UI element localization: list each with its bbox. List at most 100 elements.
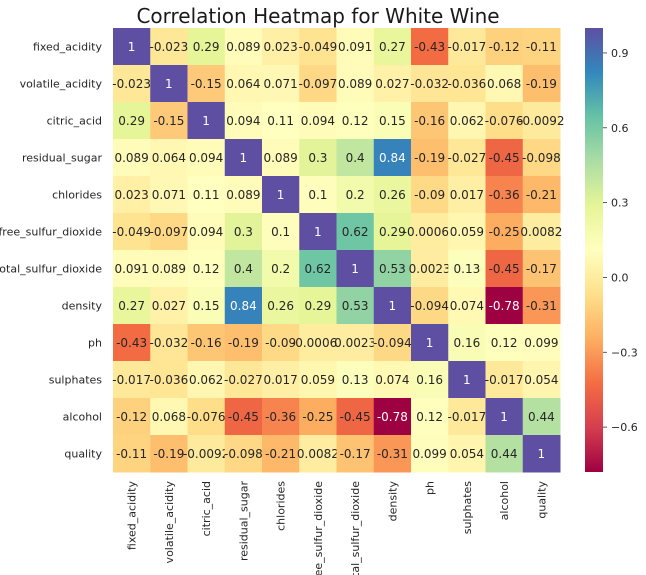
cell-value-label: 0.0023 xyxy=(409,262,451,276)
heatmap-cell xyxy=(299,435,337,473)
heatmap-cell xyxy=(522,324,561,362)
heatmap-cell xyxy=(262,398,300,436)
cell-value-label: 0.12 xyxy=(491,336,518,350)
column-label: density xyxy=(386,481,399,522)
cell-value-label: 0.089 xyxy=(152,262,186,276)
cell-value-label: 0.13 xyxy=(342,373,369,387)
cell-value-label: -0.16 xyxy=(414,114,445,128)
cell-value-label: 0.071 xyxy=(152,188,186,202)
cell-value-label: 1 xyxy=(463,373,471,387)
colorbar-tick-label: 0.6 xyxy=(611,122,629,135)
cell-value-label: 0.27 xyxy=(379,40,406,54)
cell-value-label: 0.089 xyxy=(226,40,260,54)
cell-value-label: -0.45 xyxy=(340,410,371,424)
cell-value-label: 0.023 xyxy=(263,40,297,54)
cell-value-label: 1 xyxy=(165,77,173,91)
cell-value-label: -0.19 xyxy=(153,447,184,461)
cell-value-label: 0.84 xyxy=(230,299,257,313)
heatmap-cell xyxy=(522,435,561,473)
heatmap-cell xyxy=(299,65,337,103)
heatmap-cell xyxy=(224,102,263,140)
cell-value-label: -0.17 xyxy=(340,447,371,461)
cell-value-label: -0.032 xyxy=(410,77,449,91)
heatmap-cell xyxy=(448,65,486,103)
heatmap-cell xyxy=(150,176,188,214)
cell-value-label: 0.13 xyxy=(454,262,481,276)
heatmap-cell xyxy=(150,28,188,66)
heatmap-cell xyxy=(336,176,375,214)
heatmap-cell xyxy=(187,250,226,288)
cell-value-label: -0.017 xyxy=(448,410,487,424)
row-label: sulphates xyxy=(49,374,103,387)
heatmap-cell xyxy=(187,28,226,66)
cell-value-label: 0.074 xyxy=(375,373,409,387)
cell-value-label: 0.2 xyxy=(271,262,290,276)
cell-value-label: 0.4 xyxy=(234,262,253,276)
heatmap-cell xyxy=(411,287,449,325)
heatmap-cell xyxy=(262,139,300,177)
heatmap-cell xyxy=(299,250,337,288)
heatmap-cell xyxy=(373,324,412,362)
column-label: alcohol xyxy=(498,481,511,520)
heatmap-cell xyxy=(150,102,188,140)
cell-value-label: 0.089 xyxy=(226,188,260,202)
heatmap-cell xyxy=(373,28,412,66)
cell-value-label: -0.15 xyxy=(191,77,222,91)
cell-value-label: 0.44 xyxy=(491,447,518,461)
row-label: residual_sugar xyxy=(22,152,103,165)
heatmap-cell xyxy=(150,361,188,399)
heatmap-cell xyxy=(262,65,300,103)
heatmap-cell xyxy=(411,176,449,214)
heatmap-cell xyxy=(336,398,375,436)
colorbar-gradient xyxy=(585,28,603,472)
cell-value-label: -0.017 xyxy=(448,40,487,54)
cell-value-label: 0.089 xyxy=(263,151,297,165)
cell-value-label: -0.31 xyxy=(526,299,557,313)
cell-value-label: 0.064 xyxy=(226,77,260,91)
column-label: volatile_acidity xyxy=(163,481,176,564)
heatmap-cell xyxy=(187,213,226,251)
heatmap-cell xyxy=(522,28,561,66)
cell-value-label: 0.062 xyxy=(450,114,484,128)
cell-value-label: 1 xyxy=(240,151,248,165)
column-labels: fixed_acidity volatile_acidity citric_acid… xyxy=(126,481,549,575)
heatmap-cell xyxy=(522,250,561,288)
cell-value-label: 0.26 xyxy=(267,299,294,313)
cell-value-label: -0.11 xyxy=(116,447,147,461)
heatmap-cell xyxy=(336,139,375,177)
cell-value-label: -0.098 xyxy=(522,151,561,165)
row-label: fixed_acidity xyxy=(33,41,103,54)
cell-value-label: -0.027 xyxy=(224,373,263,387)
heatmap-cell xyxy=(187,398,226,436)
heatmap-cell xyxy=(522,176,561,214)
cell-value-label: 0.094 xyxy=(301,114,335,128)
heatmap-cell xyxy=(113,435,151,473)
heatmap-cell xyxy=(373,361,412,399)
column-label: free_sulfur_dioxide xyxy=(312,481,325,575)
row-label: total_sulfur_dioxide xyxy=(0,263,102,276)
heatmap-cell xyxy=(262,176,300,214)
heatmap-cell xyxy=(299,139,337,177)
cell-value-label: 0.094 xyxy=(226,114,260,128)
cell-value-label: 0.054 xyxy=(450,447,484,461)
cell-value-label: 1 xyxy=(277,188,285,202)
cell-value-label: 0.089 xyxy=(114,151,148,165)
heatmap-cell xyxy=(485,28,524,66)
cell-value-label: 0.62 xyxy=(342,225,369,239)
cell-value-label: -0.19 xyxy=(414,151,445,165)
cell-value-label: -0.36 xyxy=(489,188,520,202)
cell-value-label: 0.16 xyxy=(454,336,481,350)
heatmap-cell xyxy=(522,287,561,325)
cell-value-label: 0.4 xyxy=(346,151,365,165)
cell-value-label: -0.036 xyxy=(150,373,189,387)
heatmap-cell xyxy=(150,250,188,288)
cell-value-label: 0.089 xyxy=(338,77,372,91)
heatmap-cell xyxy=(336,361,375,399)
column-label: residual_sugar xyxy=(237,481,250,562)
heatmap-cell xyxy=(262,28,300,66)
cell-value-label: -0.43 xyxy=(414,40,445,54)
cell-value-label: -0.15 xyxy=(153,114,184,128)
cell-value-label: 0.3 xyxy=(234,225,253,239)
heatmap-cell xyxy=(522,398,561,436)
colorbar-tick-label: −0.6 xyxy=(611,421,638,434)
